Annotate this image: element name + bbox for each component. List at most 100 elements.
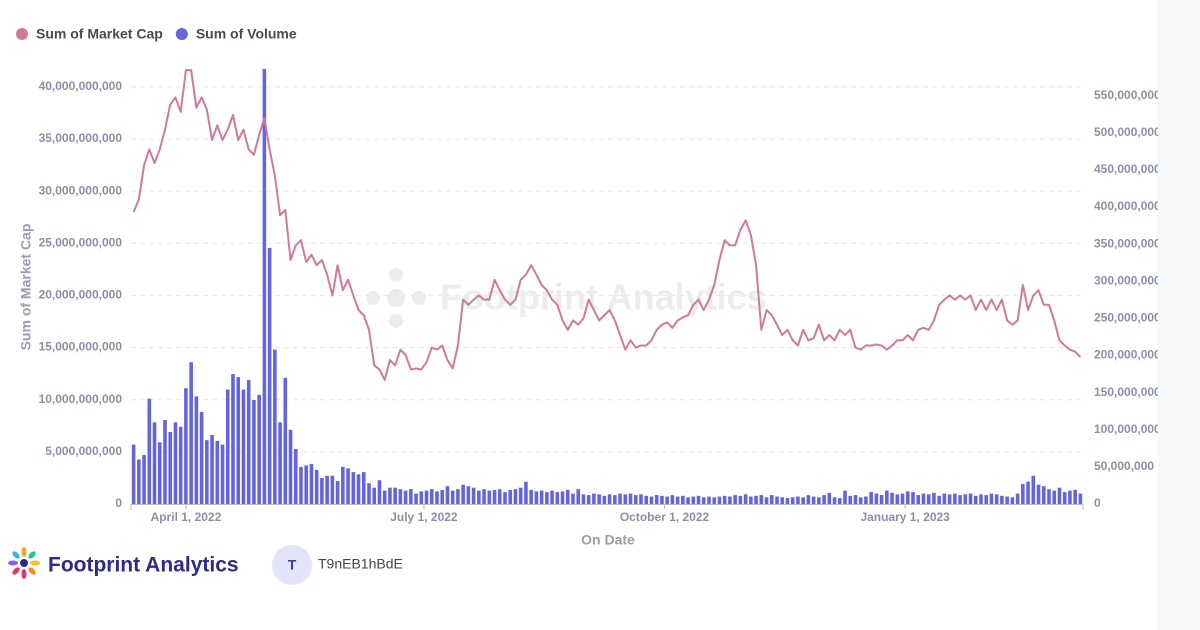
volume-bar — [592, 493, 596, 504]
volume-bar — [942, 493, 947, 504]
volume-bar — [241, 389, 246, 504]
volume-bar — [299, 466, 303, 504]
volume-bar — [445, 486, 450, 504]
volume-bar — [335, 480, 340, 504]
volume-bar — [565, 489, 570, 504]
y-tick-label: 40,000,000,000 — [39, 79, 123, 93]
volume-bar — [1068, 490, 1072, 504]
volume-bar — [450, 490, 455, 504]
y2-tick-label: 500,000,000 — [1094, 125, 1161, 139]
volume-bar — [895, 494, 900, 504]
user-name[interactable]: T9nEB1hBdE — [318, 556, 403, 572]
volume-bar — [184, 388, 188, 504]
volume-bar — [267, 247, 272, 505]
volume-bar — [440, 489, 445, 504]
y-tick-label: 35,000,000,000 — [39, 131, 123, 145]
side-panel — [1158, 0, 1200, 630]
y-tick-label: 25,000,000,000 — [39, 235, 123, 249]
volume-bar — [173, 422, 178, 504]
volume-bar — [649, 496, 654, 504]
x-tick-label: April 1, 2022 — [151, 510, 222, 524]
volume-bar — [205, 440, 209, 504]
volume-bar — [1041, 486, 1046, 504]
volume-bar — [932, 492, 936, 504]
volume-bar — [937, 495, 941, 504]
volume-bar — [372, 487, 377, 504]
volume-bar — [377, 480, 382, 504]
volume-bar — [806, 495, 811, 504]
volume-bar — [864, 496, 868, 504]
volume-bar — [330, 475, 335, 504]
volume-bar — [790, 497, 795, 504]
volume-bar — [670, 495, 675, 504]
volume-bar — [775, 496, 779, 504]
volume-bar — [890, 492, 894, 504]
watermark-logo — [387, 289, 405, 307]
volume-bar — [492, 489, 497, 504]
volume-bar — [994, 494, 999, 504]
y2-tick-label: 350,000,000 — [1094, 236, 1161, 250]
volume-bar — [178, 426, 183, 504]
volume-bar — [550, 490, 554, 504]
volume-bar — [885, 490, 889, 504]
volume-bar — [905, 491, 910, 504]
volume-bar — [545, 492, 549, 504]
footer-logo — [8, 547, 40, 579]
volume-bar — [482, 489, 486, 504]
volume-bar — [168, 431, 173, 504]
volume-bar — [1010, 497, 1015, 504]
volume-bar — [1000, 495, 1004, 504]
watermark-logo — [389, 314, 403, 328]
volume-bar — [189, 362, 193, 504]
volume-bar — [309, 463, 314, 504]
volume-bar — [1015, 493, 1020, 504]
avatar[interactable] — [272, 545, 312, 585]
volume-bar — [597, 494, 601, 504]
volume-bar — [911, 492, 915, 504]
volume-bar — [1005, 496, 1009, 504]
volume-bar — [613, 495, 617, 504]
y2-tick-label: 450,000,000 — [1094, 162, 1161, 176]
watermark-logo — [389, 268, 403, 282]
volume-bar — [539, 490, 544, 504]
volume-bar — [220, 444, 225, 504]
logo-petal — [28, 567, 36, 575]
legend-swatch — [16, 28, 28, 40]
volume-bar — [827, 492, 832, 504]
x-tick-label: January 1, 2023 — [860, 510, 950, 524]
volume-bar — [320, 478, 324, 504]
legend-label[interactable]: Sum of Market Cap — [36, 26, 163, 42]
volume-bar — [963, 494, 968, 504]
volume-bar — [869, 492, 873, 504]
y2-tick-label: 300,000,000 — [1094, 273, 1161, 287]
legend-label[interactable]: Sum of Volume — [196, 26, 297, 42]
volume-bar — [832, 497, 837, 504]
volume-bar — [696, 495, 701, 504]
volume-bar — [686, 497, 690, 504]
volume-bar — [471, 487, 476, 504]
volume-bar — [623, 494, 628, 504]
volume-bar — [879, 495, 884, 504]
x-axis-title: On Date — [581, 532, 635, 548]
volume-bar — [858, 497, 863, 504]
volume-bar — [1057, 487, 1062, 504]
volume-bar — [518, 487, 523, 504]
volume-bar — [351, 472, 356, 504]
logo-petal — [8, 560, 18, 566]
volume-bar — [283, 377, 288, 504]
volume-bar — [602, 495, 607, 504]
volume-bar — [508, 489, 513, 504]
volume-bar — [639, 494, 643, 504]
volume-bar — [252, 400, 256, 504]
y-axis-title: Sum of Market Cap — [18, 224, 34, 351]
volume-bar — [848, 495, 853, 504]
volume-bar — [1052, 490, 1057, 504]
brand-name: Footprint Analytics — [48, 554, 239, 577]
volume-bar — [900, 493, 905, 504]
y-tick-label: 15,000,000,000 — [39, 340, 123, 354]
volume-bar — [194, 396, 199, 504]
y-tick-label: 10,000,000,000 — [39, 392, 123, 406]
volume-bar — [1062, 492, 1067, 504]
volume-bar — [749, 496, 753, 504]
